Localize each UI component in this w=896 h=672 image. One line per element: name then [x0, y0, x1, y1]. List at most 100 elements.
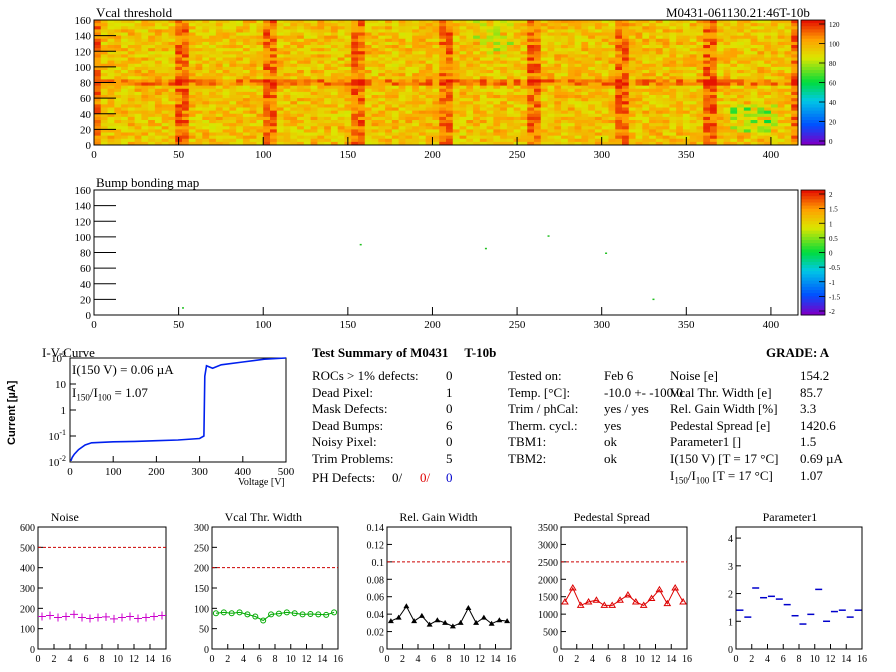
vcal-pixel-cell	[696, 107, 704, 112]
vcal-pixel-cell	[743, 32, 752, 37]
vcal-pixel-cell	[757, 141, 765, 146]
vcal-pixel-cell	[676, 57, 684, 62]
vcal-pixel-cell	[601, 82, 609, 87]
vcal-pixel-cell	[303, 110, 312, 115]
vcal-pixel-cell	[209, 48, 217, 52]
vcal-pixel-cell	[249, 63, 257, 68]
vcal-pixel-cell	[425, 45, 433, 49]
vcal-pixel-cell	[175, 41, 183, 46]
vcal-pixel-cell	[202, 88, 210, 93]
vcal-pixel-cell	[371, 113, 379, 118]
vcal-pixel-cell	[202, 20, 210, 24]
vcal-pixel-cell	[148, 63, 156, 68]
vcal-pixel-cell	[297, 76, 305, 80]
vcal-pixel-cell	[737, 57, 745, 62]
vcal-pixel-cell	[337, 138, 345, 143]
vcal-pixel-cell	[229, 123, 237, 127]
vcal-pixel-cell	[696, 95, 704, 99]
vcal-pixel-cell	[737, 54, 745, 58]
vcal-pixel-cell	[324, 26, 332, 30]
vcal-pixel-cell	[710, 129, 718, 133]
vcal-pixel-cell	[358, 141, 366, 146]
vcal-pixel-cell	[209, 107, 217, 112]
vcal-pixel-cell	[791, 66, 799, 71]
vcal-pixel-cell	[236, 26, 244, 30]
vcal-pixel-cell	[473, 116, 481, 121]
vcal-pixel-cell	[466, 32, 474, 37]
iv-annotation-current: I(150 V) = 0.06 µA	[72, 362, 174, 377]
vcal-pixel-cell	[730, 138, 738, 143]
vcal-pixel-cell	[290, 91, 298, 96]
vcal-pixel-cell	[412, 113, 420, 118]
vcal-pixel-cell	[303, 98, 312, 102]
vcal-pixel-cell	[344, 48, 352, 52]
vcal-pixel-cell	[594, 104, 603, 108]
vcal-pixel-cell	[303, 141, 312, 146]
vcal-pixel-cell	[696, 91, 704, 96]
vcal-pixel-cell	[107, 82, 115, 87]
vcal-pixel-cell	[588, 32, 596, 37]
vcal-pixel-cell	[784, 51, 792, 55]
vcal-pixel-cell	[601, 51, 609, 55]
vcal-pixel-cell	[581, 120, 589, 124]
vcal-pixel-cell	[520, 63, 528, 68]
vcal-pixel-cell	[520, 104, 528, 108]
vcal-pixel-cell	[635, 66, 643, 71]
vcal-map-palette-band	[801, 120, 825, 124]
vcal-pixel-cell	[242, 85, 251, 90]
vcal-pixel-cell	[588, 141, 596, 146]
vcal-pixel-cell	[242, 120, 251, 124]
vcal-pixel-cell	[608, 113, 616, 118]
vcal-pixel-cell	[622, 45, 630, 49]
vcal-pixel-cell	[628, 35, 636, 40]
vcal-pixel-cell	[574, 126, 582, 130]
vcal-pixel-cell	[107, 51, 115, 55]
vcal-pixel-cell	[154, 73, 163, 77]
vcal-pixel-cell	[689, 135, 697, 140]
vcal-pixel-cell	[398, 45, 406, 49]
vcal-pixel-cell	[588, 51, 596, 55]
vcal-pixel-cell	[378, 85, 386, 90]
vcal-pixel-cell	[161, 116, 169, 121]
vcal-pixel-cell	[94, 38, 102, 43]
vcal-pixel-cell	[398, 23, 406, 27]
vcal-pixel-cell	[588, 95, 596, 99]
vcal-pixel-cell	[459, 113, 467, 118]
vcal-pixel-cell	[594, 20, 603, 24]
summary-mid-row-value: ok	[604, 434, 617, 449]
vcal-pixel-cell	[628, 32, 636, 37]
vcal-pixel-cell	[202, 51, 210, 55]
vcal-pixel-cell	[276, 129, 284, 133]
vcal-pixel-cell	[391, 63, 400, 68]
vcal-pixel-cell	[391, 132, 400, 137]
vcal-pixel-cell	[561, 54, 569, 58]
vcal-pixel-cell	[486, 45, 494, 49]
vcal-pixel-cell	[175, 45, 183, 49]
vcal-pixel-cell	[540, 95, 548, 99]
vcal-pixel-cell	[351, 70, 359, 74]
vcal-pixel-cell	[161, 132, 169, 137]
vcal-map-ytick-label: 20	[80, 124, 92, 136]
vcal-pixel-cell	[669, 48, 677, 52]
vcal-pixel-cell	[127, 123, 136, 127]
vcal-pixel-cell	[737, 32, 745, 37]
vcal-pixel-cell	[344, 54, 352, 58]
vcal-pixel-cell	[425, 82, 433, 87]
vcal-pixel-cell	[662, 60, 670, 65]
bump-map-palette-band	[801, 302, 825, 307]
vcal-pixel-cell	[283, 63, 291, 68]
bump-map-palette-label: 2	[829, 191, 833, 199]
vcal-pixel-cell	[398, 98, 406, 102]
vcal-pixel-cell	[567, 123, 576, 127]
vcal-pixel-cell	[784, 104, 792, 108]
vcal-pixel-cell	[574, 107, 582, 112]
vcal-pixel-cell	[330, 32, 339, 37]
vcal-pixel-cell	[479, 129, 488, 133]
vcal-pixel-cell	[276, 107, 284, 112]
vcal-pixel-cell	[175, 120, 183, 124]
vcal-pixel-cell	[689, 141, 697, 146]
vcal-pixel-cell	[500, 98, 508, 102]
vcal-pixel-cell	[486, 110, 494, 115]
vcal-pixel-cell	[622, 132, 630, 137]
vcal-pixel-cell	[351, 138, 359, 143]
